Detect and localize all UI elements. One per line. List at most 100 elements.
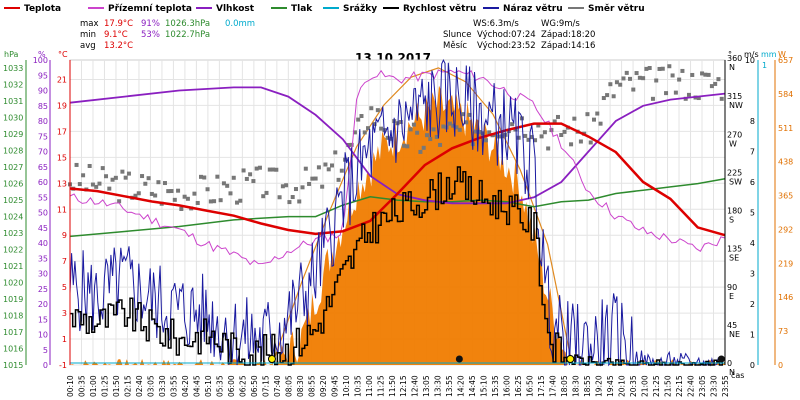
tick-time: 01:25 <box>100 375 109 397</box>
tick-time: 16:50 <box>526 375 535 397</box>
moon-set: Západ:14:16 <box>541 41 595 51</box>
tick-time: 20:35 <box>629 375 638 397</box>
legend-label-naraz-vetru: Náraz větru <box>503 3 563 14</box>
tick-time: 11:25 <box>376 375 385 397</box>
tick-solar: 292 <box>778 225 793 234</box>
tick-humidity: 50 <box>38 209 48 218</box>
tick-time: 02:40 <box>135 375 144 397</box>
wind-direction-point <box>536 123 541 128</box>
wind-direction-point <box>634 71 639 76</box>
tick-direction-compass: SE <box>729 254 739 263</box>
tick-direction-degrees: 270 <box>727 130 742 139</box>
tick-direction-compass: NE <box>729 330 740 339</box>
wind-direction-point <box>330 163 334 168</box>
legend-item-prizemni-teplota: Přízemní teplota <box>88 4 192 14</box>
wind-direction-point <box>526 137 531 142</box>
tick-time: 18:30 <box>572 375 581 397</box>
wind-direction-point <box>421 145 426 150</box>
wind-direction-point <box>513 127 518 132</box>
wind-direction-point <box>497 134 502 139</box>
wind-direction-point <box>333 150 338 155</box>
wind-direction-point <box>441 124 446 129</box>
tick-direction-compass: S <box>729 216 734 225</box>
tick-time: 08:05 <box>284 375 293 397</box>
wind-direction-point <box>631 87 636 92</box>
tick-pressure: 1024 <box>3 213 23 222</box>
wind-direction-point <box>313 176 318 181</box>
wind-direction-point <box>614 80 619 85</box>
legend-item-vlhkost: Vlhkost <box>196 4 255 14</box>
wind-direction-point <box>336 177 341 182</box>
wind-direction-point <box>660 66 665 71</box>
tick-humidity: 70 <box>38 148 48 157</box>
wind-direction-point <box>303 166 308 171</box>
wind-direction-point <box>700 71 705 76</box>
wind-direction-point <box>254 166 259 171</box>
stats-avg-label: avg <box>80 41 96 51</box>
stats-min-hum: 53% <box>141 30 160 40</box>
tick-pressure: 1029 <box>3 130 23 139</box>
wind-direction-point <box>644 66 649 71</box>
tick-time: 11:50 <box>388 375 397 397</box>
wind-direction-point <box>611 94 616 99</box>
tick-time: 13:05 <box>422 375 431 397</box>
wind-direction-point <box>221 181 226 186</box>
wind-direction-point <box>411 122 416 127</box>
tick-temperature: -1 <box>59 361 67 370</box>
tick-time: 08:55 <box>307 375 316 397</box>
tick-temperature: 13 <box>57 179 67 188</box>
ground-temperature-line <box>69 69 726 266</box>
tick-time: 03:30 <box>158 375 167 397</box>
tick-pressure: 1033 <box>3 64 23 73</box>
wind-direction-point <box>133 193 138 198</box>
tick-wind-speed: 7 <box>750 148 755 157</box>
tick-solar: 219 <box>778 259 793 268</box>
wind-direction-point <box>149 191 154 196</box>
axis-unit-hpa: hPa <box>4 50 19 59</box>
wind-direction-point <box>673 90 678 95</box>
tick-time: 09:45 <box>330 375 339 397</box>
wind-direction-point <box>516 135 521 140</box>
stats-avg-temp: 13.2°C <box>104 41 133 51</box>
tick-direction-compass: N <box>729 63 735 72</box>
wind-direction-point <box>562 129 567 134</box>
stats-max-press: 1026.3hPa <box>165 19 210 29</box>
wind-direction-point <box>608 82 613 87</box>
tick-temperature: 5 <box>62 283 67 292</box>
wind-direction-point <box>588 140 593 145</box>
moonset-marker <box>455 355 463 363</box>
tick-pressure: 1031 <box>3 97 23 106</box>
wind-direction-point <box>126 171 131 176</box>
wind-direction-point <box>346 142 351 147</box>
wind-direction-point <box>290 195 295 200</box>
tick-time: 15:35 <box>491 375 500 397</box>
tick-solar: 438 <box>778 158 793 167</box>
tick-time: 18:55 <box>583 375 592 397</box>
tick-humidity: 30 <box>38 270 48 279</box>
wind-direction-point <box>641 76 646 81</box>
wind-direction-point <box>274 167 279 172</box>
wind-direction-point <box>542 130 547 135</box>
wind-gust-line <box>69 59 726 367</box>
wind-direction-point <box>398 120 403 125</box>
tick-wind-speed: 1 <box>750 331 755 340</box>
wind-direction-point <box>677 77 682 82</box>
wind-direction-point <box>81 173 86 178</box>
wind-direction-point <box>477 130 482 135</box>
stats-min-label: min <box>80 30 96 40</box>
tick-solar: 73 <box>778 327 788 336</box>
wind-direction-point <box>235 200 240 205</box>
temperature-line <box>69 122 726 237</box>
wind-direction-point <box>696 96 701 101</box>
wind-direction-point <box>228 191 233 196</box>
wind-direction-point <box>539 134 544 139</box>
tick-time: 01:50 <box>112 375 121 397</box>
tick-solar: 0 <box>778 361 783 370</box>
wind-direction-point <box>690 72 695 77</box>
wind-direction-point <box>533 138 538 143</box>
legend-item-rychlost-vetru: Rychlost větru <box>383 3 476 14</box>
wind-direction-point <box>451 123 456 128</box>
tick-humidity: 45 <box>38 224 48 233</box>
wind-direction-point <box>166 189 171 194</box>
